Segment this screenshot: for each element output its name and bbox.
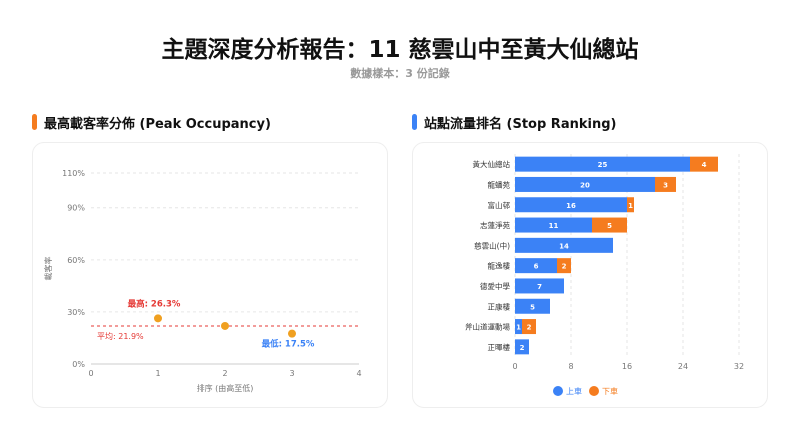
min-annotation: 最低: 17.5% [262, 339, 315, 350]
boarding-value: 1 [516, 324, 521, 332]
stop-label: 正暉樓 [488, 342, 511, 352]
alighting-value: 2 [562, 263, 567, 271]
stop-label: 志蓮淨苑 [480, 220, 510, 230]
boarding-bar [515, 176, 655, 192]
alighting-bar [592, 217, 627, 233]
data-point [154, 314, 162, 323]
legend-alighting-swatch [589, 386, 599, 396]
boarding-value: 2 [520, 344, 525, 352]
x-tick-label: 24 [678, 362, 688, 371]
alighting-bar [690, 156, 718, 172]
stop-ranking-card: 0 8 16 24 32 黃大仙總站 25 4 龍蟠苑 20 3 富山邨 16 1 志蓮淨苑 11 5 慈雲山(中… [412, 142, 768, 408]
y-tick-label: 60% [67, 256, 85, 265]
alighting-value: 3 [663, 181, 668, 189]
stop-label: 黃大仙總站 [473, 159, 511, 169]
stop-label: 斧山道運動場 [465, 322, 510, 332]
alighting-bar [522, 319, 536, 335]
boarding-value: 20 [580, 181, 590, 189]
boarding-bar [515, 197, 627, 213]
alighting-bar [655, 176, 676, 192]
y-tick-label: 30% [67, 308, 85, 317]
x-tick-label: 16 [622, 362, 632, 371]
legend-alighting-label: 下車 [602, 386, 618, 396]
stop-label: 富山邨 [488, 200, 511, 210]
alighting-bar [627, 197, 634, 213]
orange-accent-bar [32, 114, 37, 130]
data-point [221, 321, 229, 330]
stop-ranking-heading-text: 站點流量排名 (Stop Ranking) [424, 116, 617, 132]
y-tick-label: 0% [72, 360, 85, 369]
boarding-value: 14 [559, 242, 569, 250]
alighting-value: 5 [607, 222, 612, 230]
x-tick-label: 0 [512, 362, 517, 371]
alighting-bar [557, 258, 571, 274]
x-tick-label: 4 [356, 369, 361, 378]
stop-label: 龍逸樓 [488, 261, 511, 271]
boarding-bar [515, 339, 529, 355]
y-tick-label: 90% [67, 204, 85, 213]
boarding-value: 16 [566, 202, 576, 210]
stop-label: 慈雲山(中) [474, 240, 510, 250]
alighting-value: 1 [628, 202, 633, 210]
y-tick-label: 110% [62, 169, 85, 178]
boarding-bar [515, 156, 690, 172]
page-subtitle: 數據樣本：3 份記錄 [350, 67, 450, 80]
average-label: 平均: 21.9% [97, 331, 144, 341]
stop-label: 正康樓 [488, 301, 511, 311]
data-point [288, 329, 296, 338]
x-tick-label: 2 [222, 369, 227, 378]
stop-ranking-heading: 站點流量排名 (Stop Ranking) [412, 114, 617, 132]
x-tick-label: 32 [734, 362, 744, 371]
legend-boarding-label: 上車 [566, 386, 582, 396]
x-tick-label: 0 [88, 369, 93, 378]
stop-label: 龍蟠苑 [488, 179, 511, 189]
x-tick-label: 8 [568, 362, 573, 371]
boarding-bar [515, 278, 564, 294]
x-tick-label: 1 [155, 369, 160, 378]
legend-boarding-swatch [553, 386, 563, 396]
boarding-value: 11 [549, 222, 559, 230]
boarding-bar [515, 298, 550, 314]
boarding-bar [515, 237, 613, 253]
boarding-bar [515, 217, 592, 233]
boarding-value: 5 [530, 303, 535, 311]
boarding-value: 25 [598, 161, 608, 169]
alighting-value: 2 [527, 324, 532, 332]
stop-label: 德愛中學 [480, 281, 510, 291]
boarding-value: 7 [537, 283, 542, 291]
peak-occupancy-heading-text: 最高載客率分佈 (Peak Occupancy) [44, 116, 271, 132]
x-axis-label: 排序 (由高至低) [197, 383, 254, 393]
y-axis-label: 載客率 [43, 257, 53, 281]
page-title: 主題深度分析報告：11 慈雲山中至黃大仙總站 [161, 37, 639, 63]
boarding-bar [515, 258, 557, 274]
peak-occupancy-card: 0% 30% 60% 90% 110% 0 1 2 3 4 排序 (由高至低) 載客率平均: 21.9… [32, 142, 388, 408]
blue-accent-bar [412, 114, 417, 130]
max-annotation: 最高: 26.3% [128, 298, 181, 309]
boarding-bar [515, 319, 522, 335]
alighting-value: 4 [702, 161, 707, 169]
boarding-value: 6 [534, 263, 539, 271]
peak-occupancy-heading: 最高載客率分佈 (Peak Occupancy) [32, 114, 271, 132]
x-tick-label: 3 [289, 369, 294, 378]
